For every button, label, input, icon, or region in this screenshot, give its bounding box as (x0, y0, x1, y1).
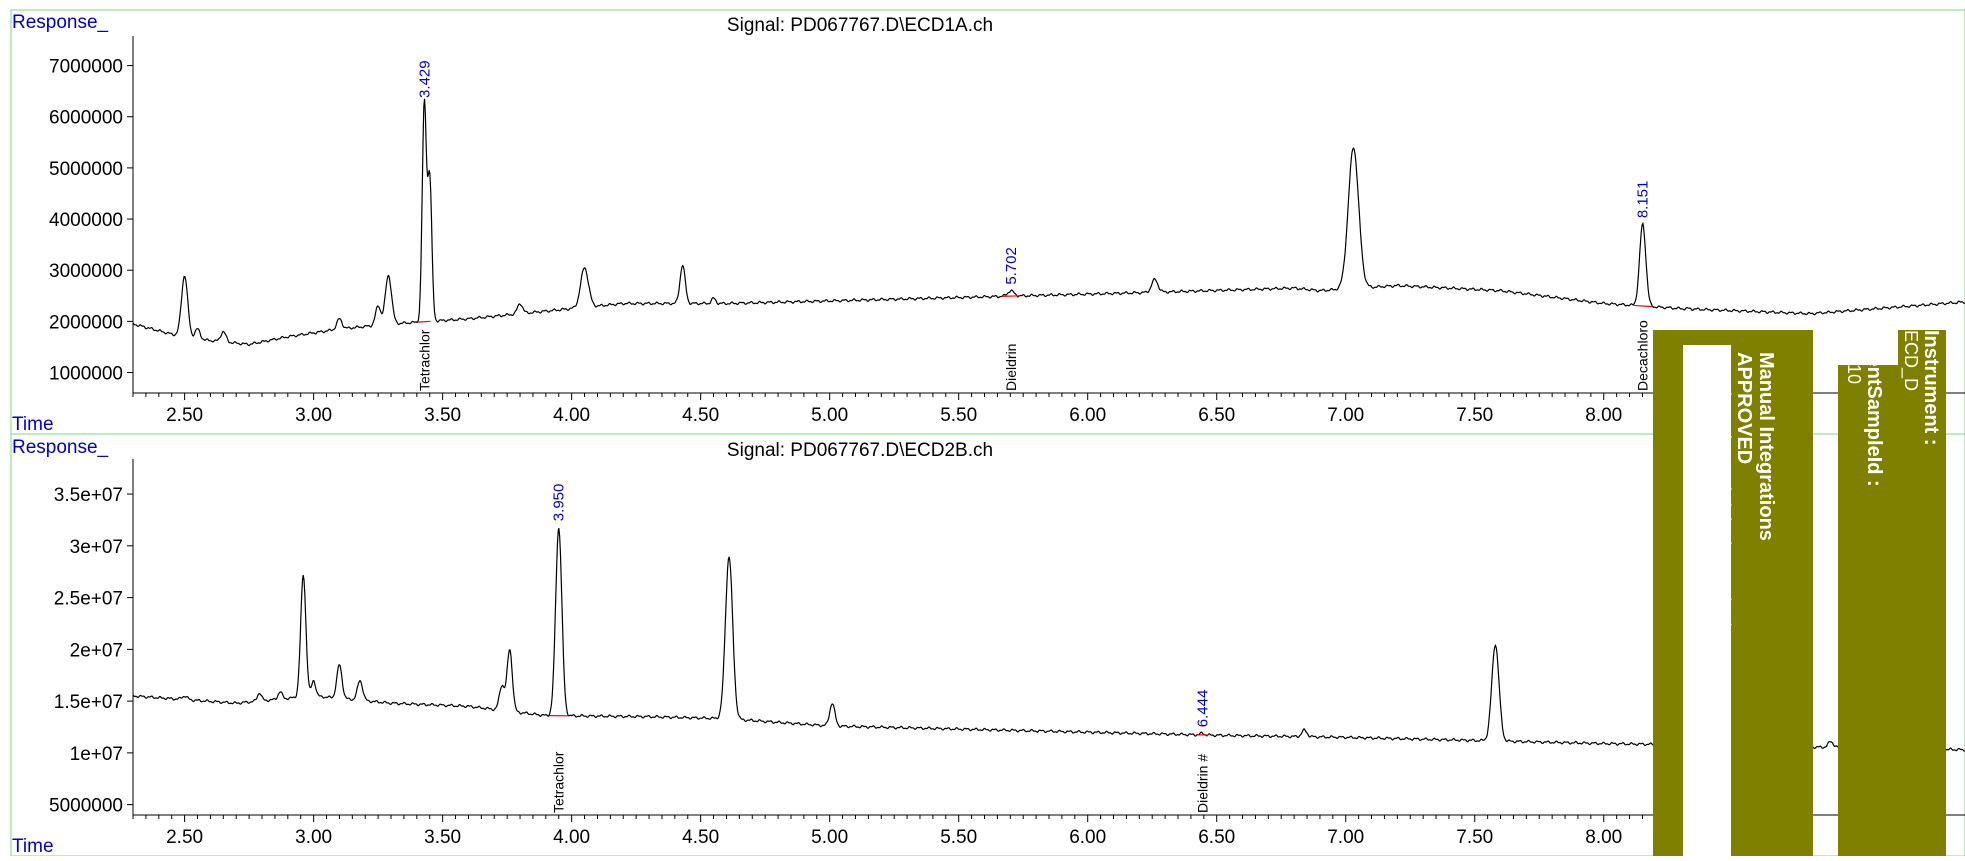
x-tick-label: 6.00 (1069, 405, 1106, 426)
y-tick-label: 6000000 (49, 108, 123, 129)
retention-time-label: 3.429 (416, 60, 433, 98)
integration-baseline (1633, 305, 1652, 306)
x-tick-label: 7.50 (1456, 827, 1493, 848)
y-tick-label: 1e+07 (70, 744, 123, 765)
x-tick-label: 7.50 (1456, 405, 1493, 426)
compound-label: Decachloro (1635, 320, 1651, 391)
y-tick-label: 7000000 (49, 57, 123, 78)
y-tick-label: 1.5e+07 (54, 692, 123, 713)
x-tick-label: 7.00 (1327, 405, 1364, 426)
y-tick-label: 2e+07 (70, 640, 123, 661)
stamp-reviewed-by: Reviewed By :Abdul Mirza 01/25/2022 (1714, 360, 1734, 665)
x-tick-label: 3.50 (424, 405, 461, 426)
x-tick-label: 4.50 (682, 405, 719, 426)
signal-trace (133, 99, 1965, 346)
compound-label: Tetrachlor (416, 329, 432, 391)
x-tick-label: 3.00 (295, 827, 332, 848)
x-tick-label: 6.50 (1198, 405, 1235, 426)
y-tick-label: 5000000 (49, 159, 123, 180)
x-tick-label: 3.50 (424, 827, 461, 848)
x-tick-label: 8.00 (1585, 405, 1622, 426)
compound-label: Dieldrin # (1194, 754, 1210, 813)
x-tick-label: 6.00 (1069, 827, 1106, 848)
x-tick-label: 5.50 (940, 827, 977, 848)
stamp-instrument-label: Instrument : (1920, 330, 1942, 446)
y-tick-label: 1000000 (49, 364, 123, 385)
stamp-manual-integrations: Manual Integrations (1755, 352, 1777, 541)
stamp-supervised-by: Supervised By :Ankita Jodhani 01/28/2022 (1686, 360, 1706, 699)
x-tick-label: 4.00 (553, 827, 590, 848)
panel-1-ylabel: Response_ (12, 12, 109, 33)
panel-1-title: Signal: PD067767.D\ECD1A.ch (727, 15, 993, 36)
panel-2-title: Signal: PD067767.D\ECD2B.ch (727, 440, 993, 461)
stamp-client-label: ClientSampleId : (1863, 330, 1885, 487)
x-tick-label: 4.50 (682, 827, 719, 848)
x-tick-label: 2.50 (166, 827, 203, 848)
retention-time-label: 8.151 (1635, 181, 1652, 219)
panel-1-xlabel: Time (12, 414, 54, 435)
panel-2-xlabel: Time (12, 836, 54, 856)
compound-label: Dieldrin (1003, 344, 1019, 391)
x-tick-label: 5.00 (811, 827, 848, 848)
retention-time-label: 5.702 (1003, 247, 1020, 285)
y-tick-label: 3.5e+07 (54, 485, 123, 506)
x-tick-label: 7.00 (1327, 827, 1364, 848)
stamp-instrument-value: ECD_D (1900, 330, 1921, 391)
x-tick-label: 2.50 (166, 405, 203, 426)
x-tick-label: 5.50 (940, 405, 977, 426)
compound-label: Tetrachlor (551, 751, 567, 813)
x-tick-label: 5.00 (811, 405, 848, 426)
stamp-approved: APPROVED (1733, 352, 1755, 464)
x-tick-label: 3.00 (295, 405, 332, 426)
panel-2-ylabel: Response_ (12, 437, 109, 458)
x-tick-label: 4.00 (553, 405, 590, 426)
y-tick-label: 4000000 (49, 210, 123, 231)
y-tick-label: 3e+07 (70, 537, 123, 558)
retention-time-label: 3.950 (551, 484, 568, 522)
x-tick-label: 8.00 (1585, 827, 1622, 848)
y-tick-label: 2000000 (49, 312, 123, 333)
stamp-client-value: C0F10 (1844, 330, 1864, 384)
approval-stamp: Manual Integrations APPROVED Reviewed By… (1653, 330, 1946, 856)
y-tick-label: 3000000 (49, 261, 123, 282)
retention-time-label: 6.444 (1194, 690, 1211, 728)
y-tick-label: 2.5e+07 (54, 589, 123, 610)
x-tick-label: 6.50 (1198, 827, 1235, 848)
y-tick-label: 5000000 (49, 796, 123, 817)
integration-baseline (418, 321, 430, 322)
